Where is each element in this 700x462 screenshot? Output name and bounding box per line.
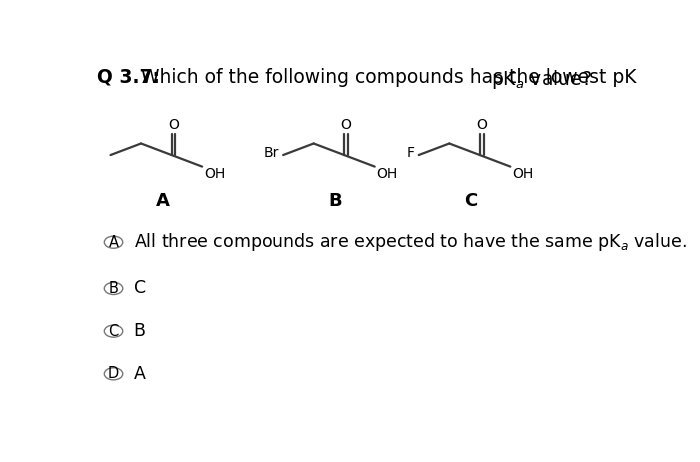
Text: D: D bbox=[108, 366, 119, 381]
Text: C: C bbox=[108, 324, 119, 339]
Text: All three compounds are expected to have the same pK$_a$ value.: All three compounds are expected to have… bbox=[134, 231, 687, 253]
Text: A: A bbox=[108, 235, 118, 249]
Text: OH: OH bbox=[377, 167, 398, 181]
Text: OH: OH bbox=[204, 167, 225, 181]
Text: C: C bbox=[134, 280, 146, 298]
Text: A: A bbox=[155, 192, 169, 210]
Text: OH: OH bbox=[512, 167, 533, 181]
Text: O: O bbox=[341, 118, 351, 133]
Text: Q 3.7:: Q 3.7: bbox=[97, 68, 160, 87]
Text: C: C bbox=[464, 192, 477, 210]
Text: Which of the following compounds has the lowest pK: Which of the following compounds has the… bbox=[135, 68, 637, 87]
Text: F: F bbox=[407, 146, 414, 160]
Text: A: A bbox=[134, 365, 146, 383]
Text: B: B bbox=[108, 281, 118, 296]
Text: B: B bbox=[134, 322, 146, 340]
Text: Br: Br bbox=[263, 146, 279, 160]
Text: pK$_a$ value?: pK$_a$ value? bbox=[491, 68, 592, 91]
Text: B: B bbox=[328, 192, 342, 210]
Text: O: O bbox=[168, 118, 179, 133]
Text: O: O bbox=[476, 118, 487, 133]
